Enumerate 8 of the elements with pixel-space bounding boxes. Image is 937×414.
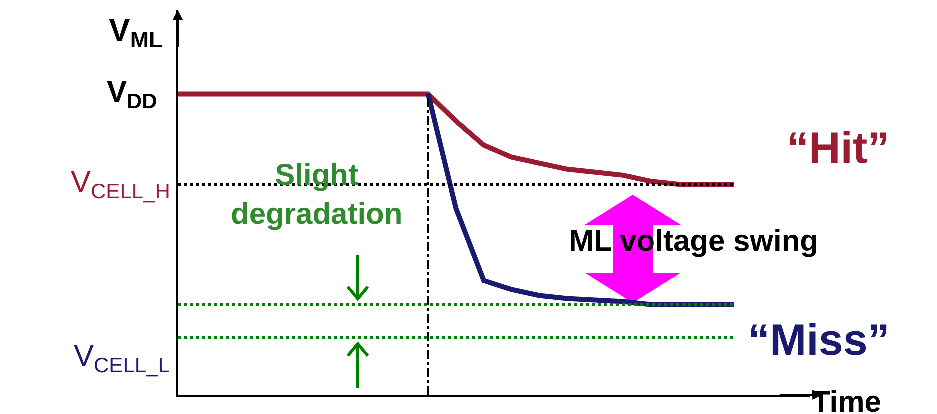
ref-line-label: V$_{CELL_H}$ [71,166,170,204]
ref-line-label: V$_{CELL_L}$ [74,340,170,378]
y-axis-title: V$_{ML}$ [109,12,163,53]
series-label: “Miss” [748,316,890,365]
text: V$_{DD}$ [107,76,158,114]
series-label: “Hit” [787,124,890,173]
x-axis-title: Time [812,386,882,414]
annotation: Slight degradation [231,159,403,231]
